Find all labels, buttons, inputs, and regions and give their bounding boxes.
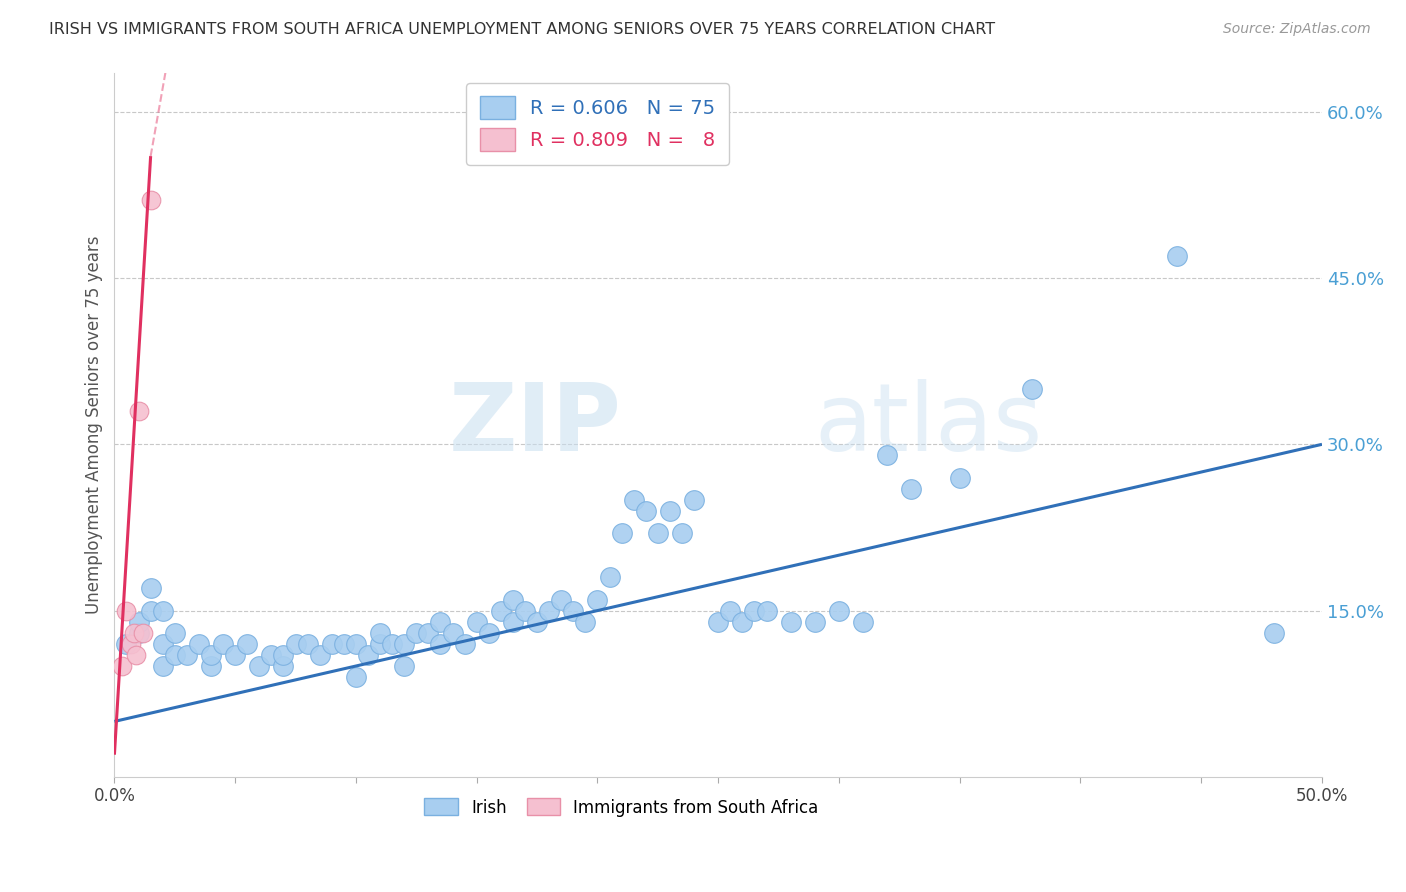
Point	[273, 648, 295, 662]
Point	[779, 615, 801, 629]
Point	[574, 615, 596, 629]
Point	[344, 670, 367, 684]
Point	[478, 625, 501, 640]
Point	[852, 615, 875, 629]
Point	[152, 659, 174, 673]
Point	[828, 604, 851, 618]
Point	[755, 604, 778, 618]
Point	[308, 648, 330, 662]
Point	[949, 470, 972, 484]
Point	[273, 659, 295, 673]
Point	[139, 194, 162, 208]
Point	[187, 637, 209, 651]
Point	[236, 637, 259, 651]
Point	[441, 625, 464, 640]
Point	[163, 625, 186, 640]
Point	[647, 526, 669, 541]
Point	[368, 625, 391, 640]
Point	[453, 637, 475, 651]
Point	[418, 625, 440, 640]
Point	[429, 615, 451, 629]
Point	[111, 659, 134, 673]
Point	[139, 582, 162, 596]
Point	[321, 637, 343, 651]
Point	[1021, 382, 1043, 396]
Point	[1263, 625, 1285, 640]
Point	[562, 604, 585, 618]
Point	[368, 637, 391, 651]
Point	[212, 637, 235, 651]
Point	[429, 637, 451, 651]
Text: ZIP: ZIP	[449, 379, 621, 471]
Point	[125, 648, 148, 662]
Point	[671, 526, 693, 541]
Point	[115, 637, 138, 651]
Point	[297, 637, 319, 651]
Point	[128, 625, 150, 640]
Point	[683, 492, 706, 507]
Point	[163, 648, 186, 662]
Point	[260, 648, 283, 662]
Point	[599, 570, 621, 584]
Point	[610, 526, 633, 541]
Text: IRISH VS IMMIGRANTS FROM SOUTH AFRICA UNEMPLOYMENT AMONG SENIORS OVER 75 YEARS C: IRISH VS IMMIGRANTS FROM SOUTH AFRICA UN…	[49, 22, 995, 37]
Point	[200, 659, 222, 673]
Point	[224, 648, 246, 662]
Point	[586, 592, 609, 607]
Point	[718, 604, 741, 618]
Point	[658, 504, 681, 518]
Point	[623, 492, 645, 507]
Point	[876, 449, 898, 463]
Point	[128, 404, 150, 418]
Point	[176, 648, 198, 662]
Text: Source: ZipAtlas.com: Source: ZipAtlas.com	[1223, 22, 1371, 37]
Point	[132, 625, 155, 640]
Point	[900, 482, 922, 496]
Point	[744, 604, 766, 618]
Y-axis label: Unemployment Among Seniors over 75 years: Unemployment Among Seniors over 75 years	[86, 235, 103, 615]
Point	[122, 625, 145, 640]
Legend: Irish, Immigrants from South Africa: Irish, Immigrants from South Africa	[416, 790, 827, 825]
Point	[200, 648, 222, 662]
Point	[707, 615, 730, 629]
Point	[538, 604, 561, 618]
Point	[247, 659, 270, 673]
Point	[465, 615, 488, 629]
Point	[405, 625, 427, 640]
Point	[502, 592, 524, 607]
Point	[634, 504, 657, 518]
Point	[152, 637, 174, 651]
Point	[152, 604, 174, 618]
Point	[394, 659, 416, 673]
Point	[550, 592, 572, 607]
Point	[502, 615, 524, 629]
Point	[115, 604, 138, 618]
Point	[526, 615, 548, 629]
Point	[357, 648, 380, 662]
Point	[128, 615, 150, 629]
Point	[381, 637, 404, 651]
Point	[1166, 249, 1188, 263]
Point	[120, 637, 142, 651]
Point	[804, 615, 827, 629]
Point	[489, 604, 512, 618]
Point	[344, 637, 367, 651]
Point	[731, 615, 754, 629]
Point	[333, 637, 356, 651]
Point	[139, 604, 162, 618]
Text: atlas: atlas	[815, 379, 1043, 471]
Point	[513, 604, 536, 618]
Point	[394, 637, 416, 651]
Point	[284, 637, 307, 651]
